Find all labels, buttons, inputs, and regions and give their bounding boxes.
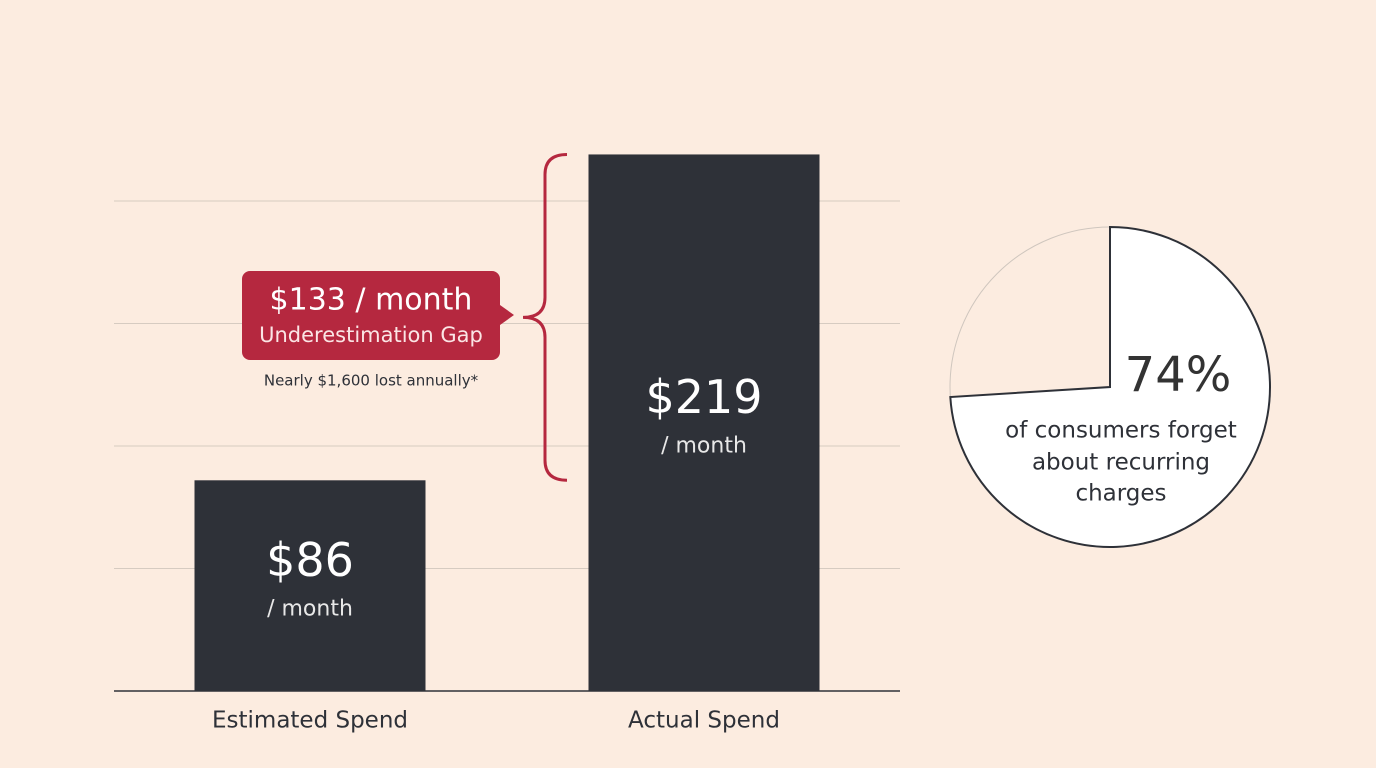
pie-value-label: 74% — [1125, 347, 1232, 403]
x-tick-label: Estimated Spend — [212, 708, 408, 734]
callout-note: Nearly $1,600 lost annually* — [264, 372, 479, 390]
pie-caption: of consumers forget — [1005, 418, 1237, 444]
pie-caption: about recurring — [1032, 450, 1210, 476]
callout-title: $133 / month — [270, 283, 473, 318]
bar-unit-label: / month — [267, 597, 353, 622]
bar-unit-label: / month — [661, 434, 747, 459]
pie-slice — [949, 225, 1271, 548]
bar-value-label: $219 — [645, 370, 762, 424]
callout-box — [242, 271, 500, 360]
gap-callout: $133 / month Underestimation Gap Nearly … — [242, 271, 514, 390]
bar-value-label: $86 — [266, 533, 354, 587]
callout-pointer — [500, 305, 514, 325]
bar — [588, 154, 820, 691]
bar — [194, 480, 426, 691]
callout-subtitle: Underestimation Gap — [259, 323, 483, 347]
x-tick-label: Actual Spend — [628, 708, 780, 734]
gap-bracket — [522, 152, 568, 482]
pie-caption: charges — [1075, 481, 1166, 507]
